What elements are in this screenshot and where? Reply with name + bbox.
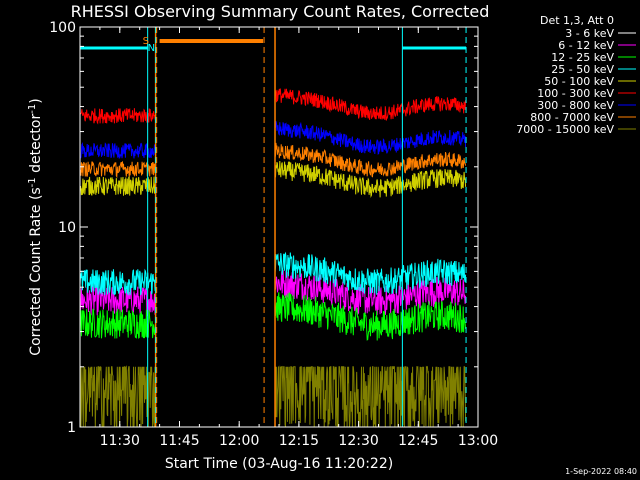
legend-header: Det 1,3, Att 0 [540, 14, 614, 27]
chart-title: RHESSI Observing Summary Count Rates, Co… [71, 2, 490, 21]
legend-label-6: 300 - 800 keV [537, 99, 614, 112]
legend-label-5: 100 - 300 keV [537, 87, 614, 100]
x-tick-label: 12:30 [338, 433, 378, 449]
legend-label-4: 50 - 100 keV [544, 75, 614, 88]
flag-letter-n: N [148, 43, 155, 54]
series-line-6 [79, 121, 467, 159]
x-tick-label: 13:00 [458, 433, 498, 449]
y-axis-label-suffix: ) [28, 98, 44, 103]
timestamp: 1-Sep-2022 08:40 [565, 467, 637, 476]
y-axis-label-sup-1: -1 [27, 177, 38, 187]
series-line-8 [79, 365, 467, 428]
series-line-3 [79, 251, 467, 296]
y-tick-label: 10 [58, 220, 76, 236]
y-axis-label-prefix: Corrected Count Rate (s [28, 187, 44, 355]
y-axis-label-sup-2: -1 [27, 104, 38, 114]
x-axis: 11:30 11:45 12:00 12:15 12:30 12:45 13:00 [79, 27, 498, 449]
plot-area [79, 88, 467, 428]
legend-label-0: 3 - 6 keV [565, 27, 614, 40]
series-line-7 [79, 142, 467, 179]
y-tick-label: 100 [49, 20, 76, 36]
y-tick-label: 1 [67, 420, 76, 436]
x-tick-label: 11:45 [159, 433, 199, 449]
series-line-4 [79, 160, 467, 199]
flag-letter-s: S [143, 36, 149, 47]
legend-label-7: 800 - 7000 keV [530, 111, 614, 124]
legend-label-3: 25 - 50 keV [551, 63, 614, 76]
y-axis: 1 10 100 [49, 20, 478, 436]
x-tick-label: 12:00 [219, 433, 259, 449]
series-line-2 [79, 291, 467, 341]
series-line-5 [79, 88, 467, 125]
y-axis-label: Corrected Count Rate (s-1 detector-1) [27, 98, 44, 355]
x-tick-label: 12:15 [279, 433, 319, 449]
legend-label-1: 6 - 12 keV [558, 39, 614, 52]
legend-label-2: 12 - 25 keV [551, 51, 614, 64]
flags-layer: SN [80, 27, 467, 427]
x-tick-label: 11:30 [100, 433, 140, 449]
legend-label-8: 7000 - 15000 keV [516, 123, 614, 136]
x-axis-label: Start Time (03-Aug-16 11:20:22) [165, 456, 393, 472]
y-axis-label-mid: detector [28, 114, 44, 178]
x-tick-label: 12:45 [398, 433, 438, 449]
